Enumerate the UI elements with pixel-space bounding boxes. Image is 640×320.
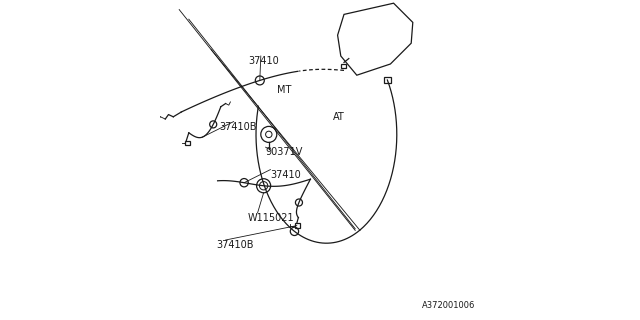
Text: 37410B: 37410B — [216, 240, 253, 250]
Text: A372001006: A372001006 — [422, 301, 475, 310]
Text: 37410: 37410 — [270, 170, 301, 180]
Text: W115021: W115021 — [248, 213, 294, 223]
Text: 37410B: 37410B — [219, 122, 257, 132]
Text: 90371V: 90371V — [266, 147, 303, 157]
Text: AT: AT — [333, 112, 344, 122]
Text: MT: MT — [277, 85, 291, 95]
Text: 37410: 37410 — [248, 56, 279, 66]
